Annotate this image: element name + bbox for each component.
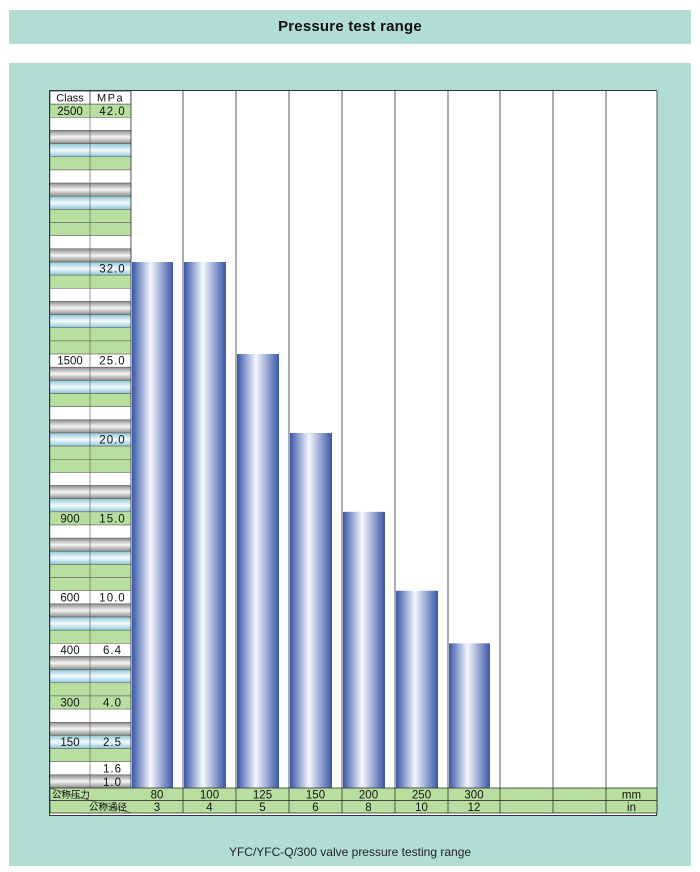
mpa-tick-label: 1.0 [103, 777, 122, 789]
category-label-in: 4 [206, 802, 213, 814]
label-row-band [50, 340, 132, 355]
category-label-in: 6 [312, 802, 318, 814]
class-tick-label: 600 [60, 592, 79, 604]
bar [449, 643, 490, 788]
mpa-tick-label: 10.0 [99, 592, 125, 604]
label-row-band [50, 498, 132, 513]
title-bar: Pressure test range [9, 10, 691, 44]
label-row-band [50, 419, 132, 434]
mpa-tick-label: 25.0 [99, 356, 125, 368]
label-row-band [50, 722, 132, 736]
class-tick-label: 1500 [57, 356, 83, 368]
bar [290, 432, 332, 788]
chart-panel: Class MPa 2500 42.0 32.0 1500 25.0 20.0 900 15.0 6… [9, 63, 691, 866]
mpa-tick-label: 20.0 [99, 435, 125, 447]
label-row-band [50, 288, 132, 302]
category-label-mm: 150 [306, 790, 325, 802]
category-label-mm: 125 [253, 790, 272, 802]
mpa-tick-label: 1.6 [103, 763, 122, 775]
category-label-in: 3 [154, 802, 160, 814]
label-row-band [50, 669, 132, 684]
label-row-band [50, 748, 132, 762]
corner-diagonal [50, 787, 132, 814]
category-label-in: 12 [468, 802, 481, 814]
category-label-in: 10 [415, 802, 428, 814]
label-row-band [50, 472, 132, 486]
label-row-band [50, 156, 132, 171]
label-row-band [50, 143, 132, 158]
category-row-in [50, 800, 658, 814]
bar [237, 354, 279, 788]
category-label-in: 5 [259, 802, 265, 814]
chart-caption: YFC/YFC-Q/300 valve pressure testing ran… [228, 845, 472, 859]
label-row-band [50, 366, 132, 381]
bar [343, 511, 385, 788]
label-row-band [50, 196, 132, 210]
category-label-mm: 200 [359, 790, 378, 802]
nominal-diameter-label: 公称通径 [89, 802, 128, 814]
label-row-band [50, 209, 132, 223]
bar [184, 262, 226, 788]
pressure-bar-chart: Class MPa 2500 42.0 32.0 1500 25.0 20.0 900 15.0 6… [50, 91, 658, 814]
label-row-band [50, 682, 132, 697]
label-row-band [50, 130, 132, 144]
label-row-band [50, 551, 132, 565]
mpa-tick-label: 4.0 [103, 698, 122, 710]
mpa-header: MPa [97, 93, 124, 105]
class-tick-label: 900 [60, 514, 79, 526]
label-row-band [50, 603, 132, 618]
label-row-band [50, 274, 132, 289]
mpa-tick-label: 6.4 [103, 645, 122, 657]
label-row-band [50, 314, 132, 329]
label-row-band [50, 577, 132, 592]
label-row-band [50, 380, 132, 394]
category-label-mm: 300 [464, 790, 483, 802]
mpa-tick-label: 2.5 [103, 737, 122, 749]
label-row-band [50, 222, 132, 236]
label-row-band [50, 616, 132, 631]
label-row-band [50, 708, 132, 723]
class-tick-label: 150 [60, 737, 79, 749]
nominal-pressure-label: 公称压力 [52, 789, 90, 801]
label-row-band [50, 182, 132, 197]
label-row-band [50, 117, 132, 131]
category-label-mm: 100 [200, 790, 219, 802]
unit-mm-label: mm [622, 790, 641, 802]
class-tick-label: 2500 [57, 106, 83, 118]
label-row-band [50, 485, 132, 499]
class-header: Class [56, 93, 84, 105]
label-row-band [50, 327, 132, 342]
label-row-band [50, 537, 132, 552]
category-label-mm: 80 [151, 790, 164, 802]
category-row-mm [50, 787, 658, 801]
label-row-band [50, 393, 132, 407]
label-row-band [50, 235, 132, 250]
label-row-band [50, 301, 132, 315]
label-row-band [50, 629, 132, 644]
class-tick-label: 400 [60, 645, 79, 657]
page-title: Pressure test range [278, 18, 422, 35]
label-row-band [50, 406, 132, 421]
category-label-in: 8 [365, 802, 371, 814]
category-label-mm: 250 [412, 790, 431, 802]
label-row-band [50, 248, 132, 263]
label-row-band [50, 564, 132, 578]
chart-area: Class MPa 2500 42.0 32.0 1500 25.0 20.0 900 15.0 6… [49, 90, 658, 816]
mpa-tick-label: 32.0 [99, 264, 125, 276]
label-row-band [50, 459, 132, 473]
unit-in-label: in [627, 802, 636, 814]
label-row-band [50, 656, 132, 670]
mpa-tick-label: 42.0 [99, 106, 125, 118]
class-tick-label: 300 [60, 698, 79, 710]
bar [396, 590, 438, 788]
mpa-tick-label: 15.0 [99, 514, 125, 526]
label-row-band [50, 524, 132, 539]
bar [132, 262, 173, 788]
label-row-band [50, 169, 132, 184]
label-row-band [50, 445, 132, 460]
